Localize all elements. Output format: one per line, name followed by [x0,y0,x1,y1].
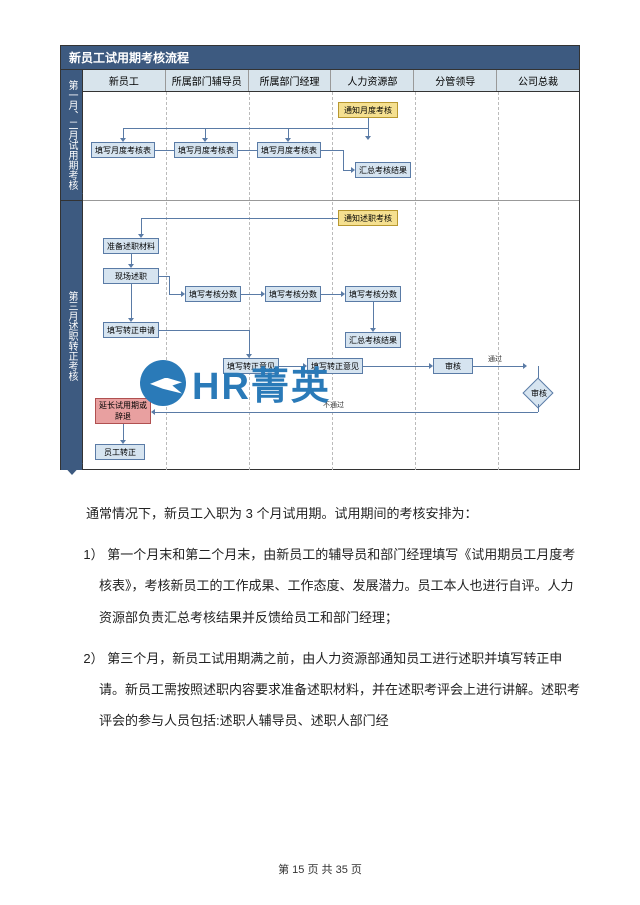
box-notice-month: 通知月度考核 [338,102,398,118]
box-score-mentor: 填写考核分数 [185,286,241,302]
col-new-emp: 新员工 [83,70,166,91]
col-ceo: 公司总裁 [497,70,579,91]
intro-text: 通常情况下，新员工入职为 3 个月试用期。试用期间的考核安排为： [60,498,580,529]
box-summary-score: 汇总考核结果 [345,332,401,348]
box-review-ceo: 审核 [531,388,547,399]
column-headers: 新员工 所属部门辅导员 所属部门经理 人力资源部 分管领导 公司总裁 [83,70,579,92]
watermark: HR菁英 [140,355,331,410]
col-leader: 分管领导 [414,70,497,91]
box-summary-month: 汇总考核结果 [355,162,411,178]
col-mentor: 所属部门辅导员 [166,70,249,91]
box-notice-report: 通知述职考核 [338,210,398,226]
list-item-1: 1） 第一个月末和第二个月末，由新员工的辅导员和部门经理填写《试用期员工月度考核… [80,539,581,633]
box-prep: 准备述职材料 [103,238,159,254]
phase-marker-2 [61,462,83,474]
watermark-logo-icon [140,360,186,406]
box-onsite: 现场述职 [103,268,159,284]
box-fill-month-mentor: 填写月度考核表 [174,142,238,158]
flowchart-title: 新员工试用期考核流程 [61,46,579,70]
box-regularize: 员工转正 [95,444,145,460]
box-score-hr: 填写考核分数 [345,286,401,302]
watermark-text: HR菁英 [192,355,331,410]
box-fill-month-emp: 填写月度考核表 [91,142,155,158]
box-apply-reg: 填写转正申请 [103,322,159,338]
body-text: 通常情况下，新员工入职为 3 个月试用期。试用期间的考核安排为： 1） 第一个月… [60,498,580,736]
box-review-leader: 审核 [433,358,473,374]
list-item-2: 2） 第三个月，新员工试用期满之前，由人力资源部通知员工进行述职并填写转正申请。… [80,643,581,737]
row-label-month12: 第一月、二月试用期考核 [61,70,83,200]
flow-grid: 通知月度考核 填写月度考核表 填写月度考核表 填写月度考核表 汇总考核结果 通知… [83,92,579,470]
page-number: 第 15 页 共 35 页 [0,861,640,877]
label-pass-1: 通过 [488,354,502,364]
row-label-month3: 第三月述职转正考核 [61,200,83,470]
box-fill-month-mgr: 填写月度考核表 [257,142,321,158]
col-hr: 人力资源部 [331,70,414,91]
box-score-mgr: 填写考核分数 [265,286,321,302]
col-manager: 所属部门经理 [249,70,332,91]
